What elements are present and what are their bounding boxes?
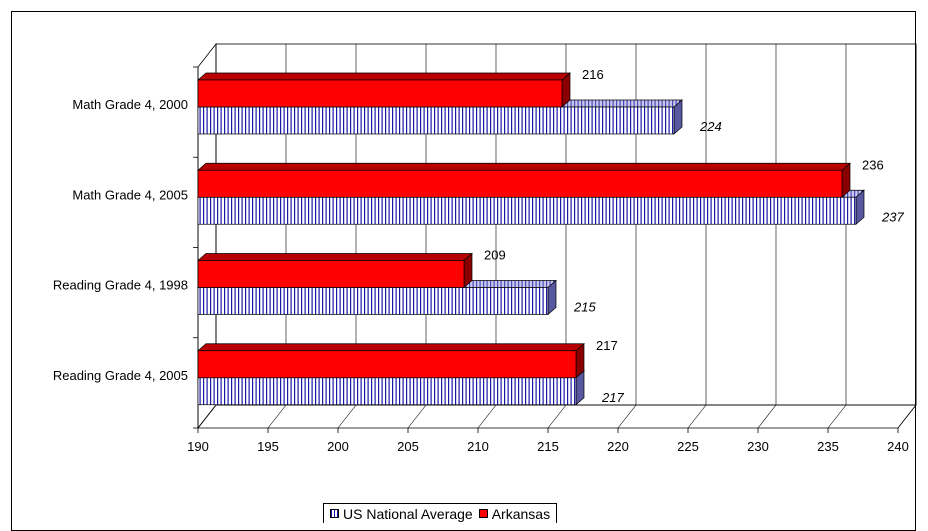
labels-layer: 190 195 200 205 210 215 220 225 230 235 240 Math Gr… [53, 67, 909, 454]
legend-label-ark: Arkansas [491, 505, 551, 522]
category-label: Math Grade 4, 2005 [72, 187, 188, 202]
x-tick-label: 220 [607, 439, 629, 454]
category-label: Math Grade 4, 2000 [72, 97, 188, 112]
x-tick-label: 215 [537, 439, 559, 454]
floor-line-240 [897, 404, 917, 429]
legend-swatch-us [330, 509, 339, 518]
data-label-us-national-average: 217 [601, 390, 624, 405]
data-label-arkansas: 216 [582, 67, 604, 82]
floor-line-195 [267, 404, 287, 429]
legend-item-ark: Arkansas [478, 505, 551, 522]
legend-swatch-ark [478, 509, 488, 518]
data-label-arkansas: 209 [484, 248, 506, 263]
floor-line-200 [337, 404, 357, 429]
bar-top-face [197, 72, 571, 81]
x-tick-label: 195 [257, 439, 279, 454]
x-tick-label: 190 [187, 439, 209, 454]
bar-front-face [197, 106, 675, 135]
legend-item-us: US National Average [330, 506, 473, 522]
x-tick-label: 200 [327, 439, 349, 454]
floor-line-220 [617, 404, 637, 429]
bar-front-face [197, 377, 577, 406]
floor-line-215 [547, 404, 567, 429]
x-tick-label: 240 [887, 439, 909, 454]
category-label: Reading Grade 4, 2005 [53, 368, 188, 383]
bar-arkansas [197, 72, 571, 108]
bar-front-face [197, 350, 577, 379]
legend-label-us: US National Average [343, 505, 473, 522]
floor-line-190 [197, 404, 217, 429]
floor-line-225 [687, 404, 707, 429]
x-tick-label: 210 [467, 439, 489, 454]
floor-line-230 [757, 404, 777, 429]
x-tick-label: 205 [397, 439, 419, 454]
data-label-arkansas: 217 [596, 338, 618, 353]
bar-top-face [197, 162, 851, 171]
floor-line-210 [477, 404, 497, 429]
bar-front-face [197, 79, 563, 108]
bar-top-face [197, 343, 585, 352]
legend: US National Average Arkansas [323, 503, 558, 523]
data-label-us-national-average: 237 [881, 209, 904, 224]
bar-arkansas [197, 162, 851, 199]
bar-front-face [197, 169, 843, 198]
data-label-arkansas: 236 [862, 157, 884, 172]
bar-top-face [197, 253, 473, 261]
bar-front-face [197, 260, 465, 288]
bar-arkansas [197, 252, 473, 289]
bars-layer [197, 72, 865, 406]
bar-front-face [197, 287, 549, 315]
x-tick-label: 235 [817, 439, 839, 454]
bar-arkansas [197, 342, 585, 379]
floor-line-205 [407, 404, 427, 429]
data-label-us-national-average: 215 [573, 300, 596, 315]
bar-front-face [197, 196, 857, 225]
category-label: Reading Grade 4, 1998 [53, 278, 188, 293]
data-label-us-national-average: 224 [699, 119, 722, 134]
x-tick-label: 225 [677, 439, 699, 454]
x-tick-label: 230 [747, 439, 769, 454]
floor-line-235 [827, 404, 847, 429]
